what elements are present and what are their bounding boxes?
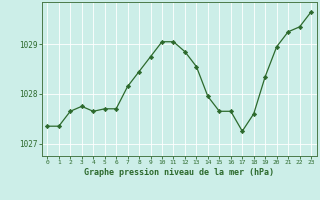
X-axis label: Graphe pression niveau de la mer (hPa): Graphe pression niveau de la mer (hPa) [84, 168, 274, 177]
